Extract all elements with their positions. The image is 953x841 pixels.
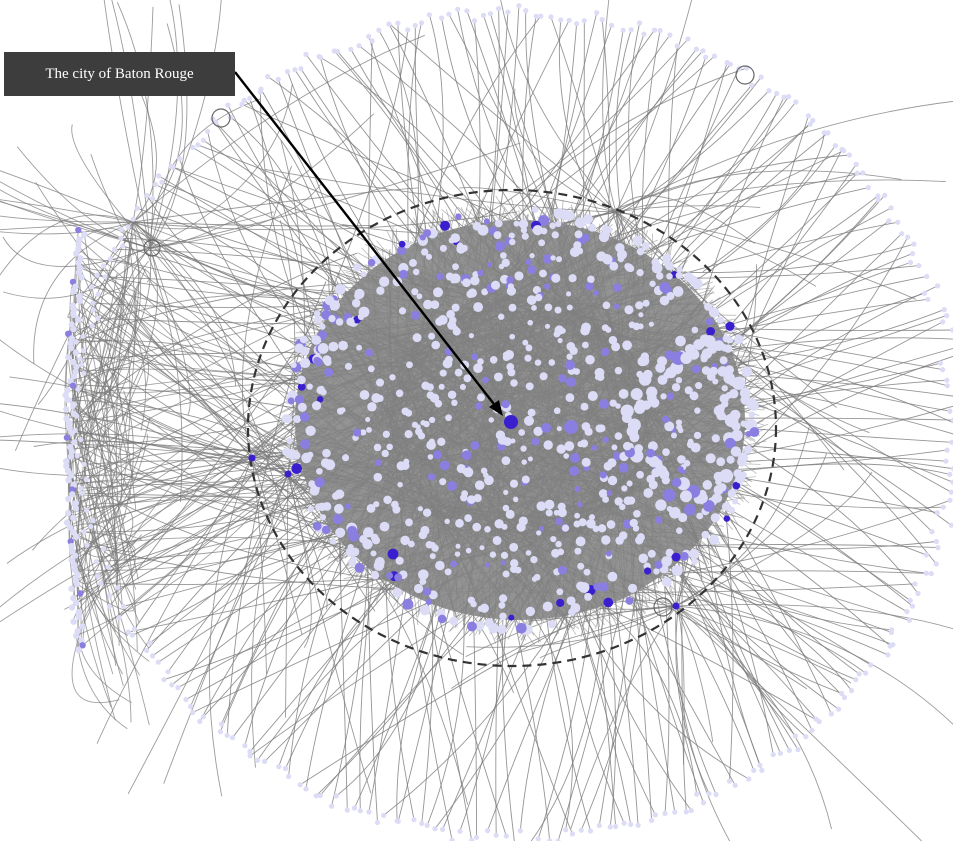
annotation-arrow-head (489, 400, 503, 416)
hub-node (569, 466, 579, 476)
hub-node (248, 454, 256, 462)
callout-label: The city of Baton Rouge (45, 65, 194, 82)
hub-node (672, 602, 680, 610)
hollow-hub-node (211, 108, 231, 128)
hub-node (599, 399, 609, 409)
baton-rouge-callout: The city of Baton Rouge (4, 52, 235, 96)
hub-node (565, 360, 575, 370)
hollow-hub-node (735, 65, 755, 85)
hub-layer (143, 65, 755, 617)
hub-node (564, 420, 578, 434)
hub-node (566, 377, 576, 387)
annotation-arrow (234, 71, 498, 409)
hollow-hub-node (143, 239, 161, 257)
hollow-hub-node (653, 597, 673, 617)
hub-node (570, 453, 580, 463)
hub-node (284, 470, 292, 478)
core-boundary-dashed-circle (246, 188, 778, 668)
baton-rouge-node (504, 415, 518, 429)
node-layer (62, 3, 953, 841)
